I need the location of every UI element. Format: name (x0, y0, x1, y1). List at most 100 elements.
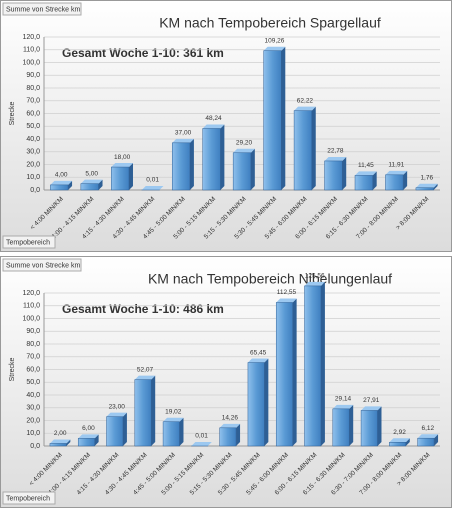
bar-top (247, 358, 269, 363)
value-label: 112,55 (277, 289, 297, 296)
bar-top (276, 298, 297, 303)
value-label: 1,76 (420, 174, 433, 181)
bar (162, 421, 180, 447)
bar-side (311, 106, 316, 190)
value-label: 52,07 (137, 366, 154, 373)
y-tick-label: 40,0 (26, 392, 40, 399)
bar-side (320, 281, 325, 446)
annotation: Gesamt Woche 1-10: 486 km (62, 302, 224, 316)
value-label: 109,26 (265, 37, 285, 44)
chart: Summe von Strecke km KM nach Tempobereich… (0, 256, 452, 508)
bar-side (349, 404, 354, 446)
bar-side (372, 171, 377, 190)
y-tick-label: 100,0 (22, 59, 40, 66)
bar (385, 174, 404, 191)
bar-side (281, 46, 286, 191)
annotation: Gesamt Woche 1-10: 361 km (62, 46, 224, 60)
bar-side (179, 417, 184, 446)
bar (389, 442, 407, 447)
bar-top (111, 163, 133, 168)
y-tick-label: 90,0 (26, 72, 40, 79)
bar-top (332, 404, 354, 409)
value-label: 6,12 (422, 425, 435, 432)
bar-top (415, 183, 438, 188)
bar-side (159, 185, 164, 190)
y-tick-label: 0,0 (30, 187, 40, 194)
y-tick-label: 80,0 (26, 341, 40, 348)
bar-side (434, 434, 439, 446)
value-label: 4,00 (55, 172, 68, 179)
bar-side (377, 406, 382, 446)
value-label: 65,45 (250, 349, 267, 356)
y-tick-label: 70,0 (26, 354, 40, 361)
bar-top (263, 46, 286, 51)
bar (202, 128, 221, 191)
value-label: 18,00 (114, 154, 131, 161)
bar-top (80, 179, 103, 184)
bar-top (134, 375, 156, 380)
bar-top (304, 281, 325, 286)
bar-side (207, 441, 212, 446)
y-tick-label: 40,0 (26, 136, 40, 143)
bar (232, 152, 252, 191)
y-tick-label: 20,0 (26, 417, 40, 424)
bar-top (191, 441, 212, 446)
bar (324, 160, 343, 191)
x-field-label: Tempobereich (6, 239, 50, 246)
bar-side (250, 148, 255, 190)
bar-top (78, 434, 99, 439)
bar-side (98, 179, 103, 190)
y-tick-label: 100,0 (22, 315, 40, 322)
bar-side (151, 375, 156, 446)
bar-top (219, 423, 241, 428)
bar (293, 110, 313, 191)
bar-side (122, 412, 127, 446)
bar-side (236, 423, 241, 446)
field-button (2, 491, 56, 505)
y-tick-label: 110,0 (23, 303, 40, 310)
chart-title: KM nach Tempobereich Spargellauf (159, 15, 381, 31)
y-tick-label: 90,0 (26, 328, 40, 335)
value-label: 62,22 (297, 97, 314, 104)
bar-top (324, 156, 347, 161)
bar-side (264, 358, 269, 446)
bar-top (233, 148, 255, 153)
bar (219, 427, 237, 447)
bar (275, 302, 293, 447)
bar-side (68, 180, 73, 190)
bar (304, 285, 322, 447)
bar (77, 438, 95, 447)
value-label: 29,14 (335, 396, 352, 403)
bar-top (294, 106, 316, 111)
value-label: 125,56 (305, 273, 325, 280)
bar (332, 408, 350, 447)
bar-side (128, 163, 133, 190)
bar-top (389, 438, 410, 443)
value-label: 0,01 (146, 177, 159, 184)
y-tick-label: 30,0 (26, 149, 40, 156)
bar-top (141, 185, 164, 190)
bar (263, 50, 282, 191)
bar-top (106, 412, 127, 417)
value-label: 2,00 (54, 430, 67, 437)
field-label: Summe von Strecke km (6, 262, 80, 269)
value-label: 0,01 (195, 433, 208, 440)
y-tick-label: 50,0 (26, 123, 40, 130)
value-label: 14,26 (222, 415, 239, 422)
value-label: 48,24 (205, 115, 222, 122)
bar-side (94, 434, 99, 446)
bar-top (355, 171, 377, 176)
y-tick-label: 20,0 (26, 161, 40, 168)
y-tick-label: 80,0 (26, 85, 40, 92)
bar-top (49, 439, 71, 444)
y-axis-label: Strecke (9, 358, 16, 382)
bar (80, 183, 99, 191)
bar-top (50, 180, 73, 185)
y-tick-label: 110,0 (23, 47, 40, 54)
bar (111, 166, 130, 191)
y-tick-label: 50,0 (26, 379, 40, 386)
y-tick-label: 120,0 (22, 34, 40, 41)
bar (415, 187, 434, 191)
